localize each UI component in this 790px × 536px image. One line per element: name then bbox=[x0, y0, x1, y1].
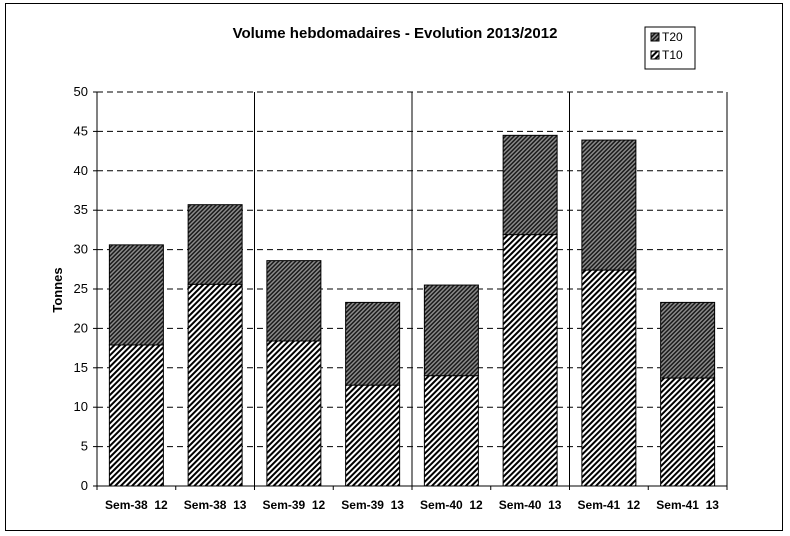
y-tick-label: 50 bbox=[74, 84, 88, 99]
bar-t20 bbox=[660, 301, 716, 379]
x-tick-labels: Sem-38 12 Sem-38 13 Sem-39 12 Sem-39 13 Sem-… bbox=[105, 498, 719, 512]
legend-swatch-t20 bbox=[650, 32, 660, 42]
bar-t20 bbox=[581, 139, 637, 271]
x-tick-label: Sem-40 13 bbox=[499, 498, 562, 512]
bar-t20 bbox=[502, 134, 558, 236]
y-tick-label: 30 bbox=[74, 242, 88, 257]
week-separators bbox=[254, 92, 570, 486]
bar-t10 bbox=[187, 283, 243, 487]
y-tick-label: 45 bbox=[74, 123, 88, 138]
legend-label-t20: T20 bbox=[662, 30, 683, 44]
x-tick-label: Sem-38 13 bbox=[184, 498, 247, 512]
y-tick-label: 25 bbox=[74, 281, 88, 296]
y-tick-label: 40 bbox=[74, 163, 88, 178]
y-tick-labels: 0 5 10 15 20 25 30 35 40 45 50 bbox=[74, 84, 88, 493]
bar-t20 bbox=[345, 301, 401, 386]
x-tick-label: Sem-41 12 bbox=[578, 498, 641, 512]
bar-t10 bbox=[266, 340, 322, 487]
x-tick-label: Sem-38 12 bbox=[105, 498, 168, 512]
bars bbox=[108, 134, 716, 487]
legend-label-t10: T10 bbox=[662, 48, 683, 62]
bar-t20 bbox=[187, 204, 243, 285]
y-axis-label: Tonnes bbox=[50, 267, 65, 312]
bar-t10 bbox=[345, 384, 401, 487]
x-tick-label: Sem-39 13 bbox=[341, 498, 404, 512]
y-tick-label: 20 bbox=[74, 320, 88, 335]
bar-t10 bbox=[108, 344, 164, 487]
y-tick-label: 15 bbox=[74, 360, 88, 375]
x-tick-label: Sem-41 13 bbox=[656, 498, 719, 512]
y-tick-label: 10 bbox=[74, 399, 88, 414]
x-tick-label: Sem-40 12 bbox=[420, 498, 483, 512]
legend-swatch-t10 bbox=[650, 50, 660, 60]
y-tick-label: 5 bbox=[81, 439, 88, 454]
chart-title: Volume hebdomadaires - Evolution 2013/20… bbox=[233, 25, 558, 42]
bar-t20 bbox=[266, 260, 322, 342]
bar-t10 bbox=[581, 269, 637, 487]
bar-t20 bbox=[108, 244, 164, 346]
bar-t10 bbox=[502, 234, 558, 487]
x-tick-label: Sem-39 12 bbox=[263, 498, 326, 512]
bar-t10 bbox=[423, 375, 479, 487]
y-tick-label: 0 bbox=[81, 478, 88, 493]
bar-t20 bbox=[423, 284, 479, 377]
bar-t10 bbox=[660, 377, 716, 487]
y-tick-label: 35 bbox=[74, 202, 88, 217]
axes bbox=[93, 91, 728, 490]
